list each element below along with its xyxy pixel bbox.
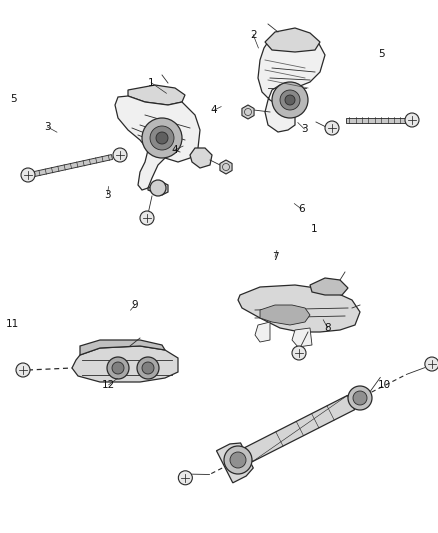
Circle shape [272,82,308,118]
Circle shape [140,211,154,225]
Circle shape [113,148,127,162]
Circle shape [16,363,30,377]
Circle shape [137,357,159,379]
Text: 3: 3 [44,122,51,132]
Polygon shape [245,395,355,462]
Text: 7: 7 [272,252,279,262]
Text: 6: 6 [298,204,305,214]
Polygon shape [216,443,253,483]
Circle shape [142,118,182,158]
Circle shape [150,126,174,150]
Circle shape [325,121,339,135]
Circle shape [178,471,192,485]
Polygon shape [242,105,254,119]
Polygon shape [255,322,270,342]
Circle shape [348,386,372,410]
Text: 5: 5 [10,94,17,103]
Polygon shape [258,32,325,132]
Polygon shape [220,160,232,174]
Polygon shape [29,155,113,177]
Text: 3: 3 [104,190,111,199]
Circle shape [280,90,300,110]
Circle shape [230,452,246,468]
Circle shape [156,132,168,144]
Circle shape [150,180,166,196]
Text: 8: 8 [324,323,331,333]
Polygon shape [292,328,312,347]
Circle shape [112,362,124,374]
Polygon shape [238,285,360,332]
Polygon shape [115,96,200,190]
Polygon shape [128,85,185,105]
Circle shape [21,168,35,182]
Text: 1: 1 [311,224,318,234]
Polygon shape [148,182,168,195]
Polygon shape [72,346,178,382]
Circle shape [285,95,295,105]
Circle shape [224,446,252,474]
Polygon shape [190,148,212,168]
Text: 10: 10 [378,380,391,390]
Polygon shape [260,305,310,325]
Text: 11: 11 [6,319,19,329]
Text: 12: 12 [102,380,115,390]
Text: 4: 4 [210,106,217,115]
Text: 1: 1 [148,78,155,87]
Polygon shape [346,117,410,123]
Circle shape [107,357,129,379]
Circle shape [142,362,154,374]
Polygon shape [310,278,348,295]
Circle shape [405,113,419,127]
Text: 3: 3 [301,124,308,134]
Circle shape [425,357,438,371]
Polygon shape [80,340,165,355]
Text: 5: 5 [378,50,385,59]
Circle shape [292,346,306,360]
Circle shape [353,391,367,405]
Text: 9: 9 [131,300,138,310]
Polygon shape [265,28,320,52]
Text: 2: 2 [250,30,257,39]
Text: 4: 4 [171,146,178,155]
